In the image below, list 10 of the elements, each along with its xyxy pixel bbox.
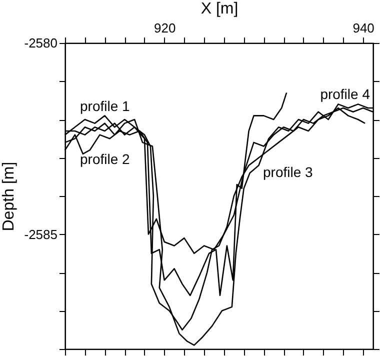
y-tick-label: -2580 [24, 36, 58, 50]
series-label: profile 2 [80, 151, 130, 167]
y-tick-label: -2585 [24, 226, 58, 242]
y-axis-title: Depth [m] [0, 162, 18, 232]
x-tick-label: 920 [154, 20, 176, 36]
x-axis-title: X [m] [200, 0, 238, 18]
x-tick-label: 940 [352, 20, 374, 36]
series-label: profile 1 [80, 98, 130, 114]
legend-label: profile 4 [320, 86, 370, 102]
series-label: profile 3 [263, 164, 314, 180]
